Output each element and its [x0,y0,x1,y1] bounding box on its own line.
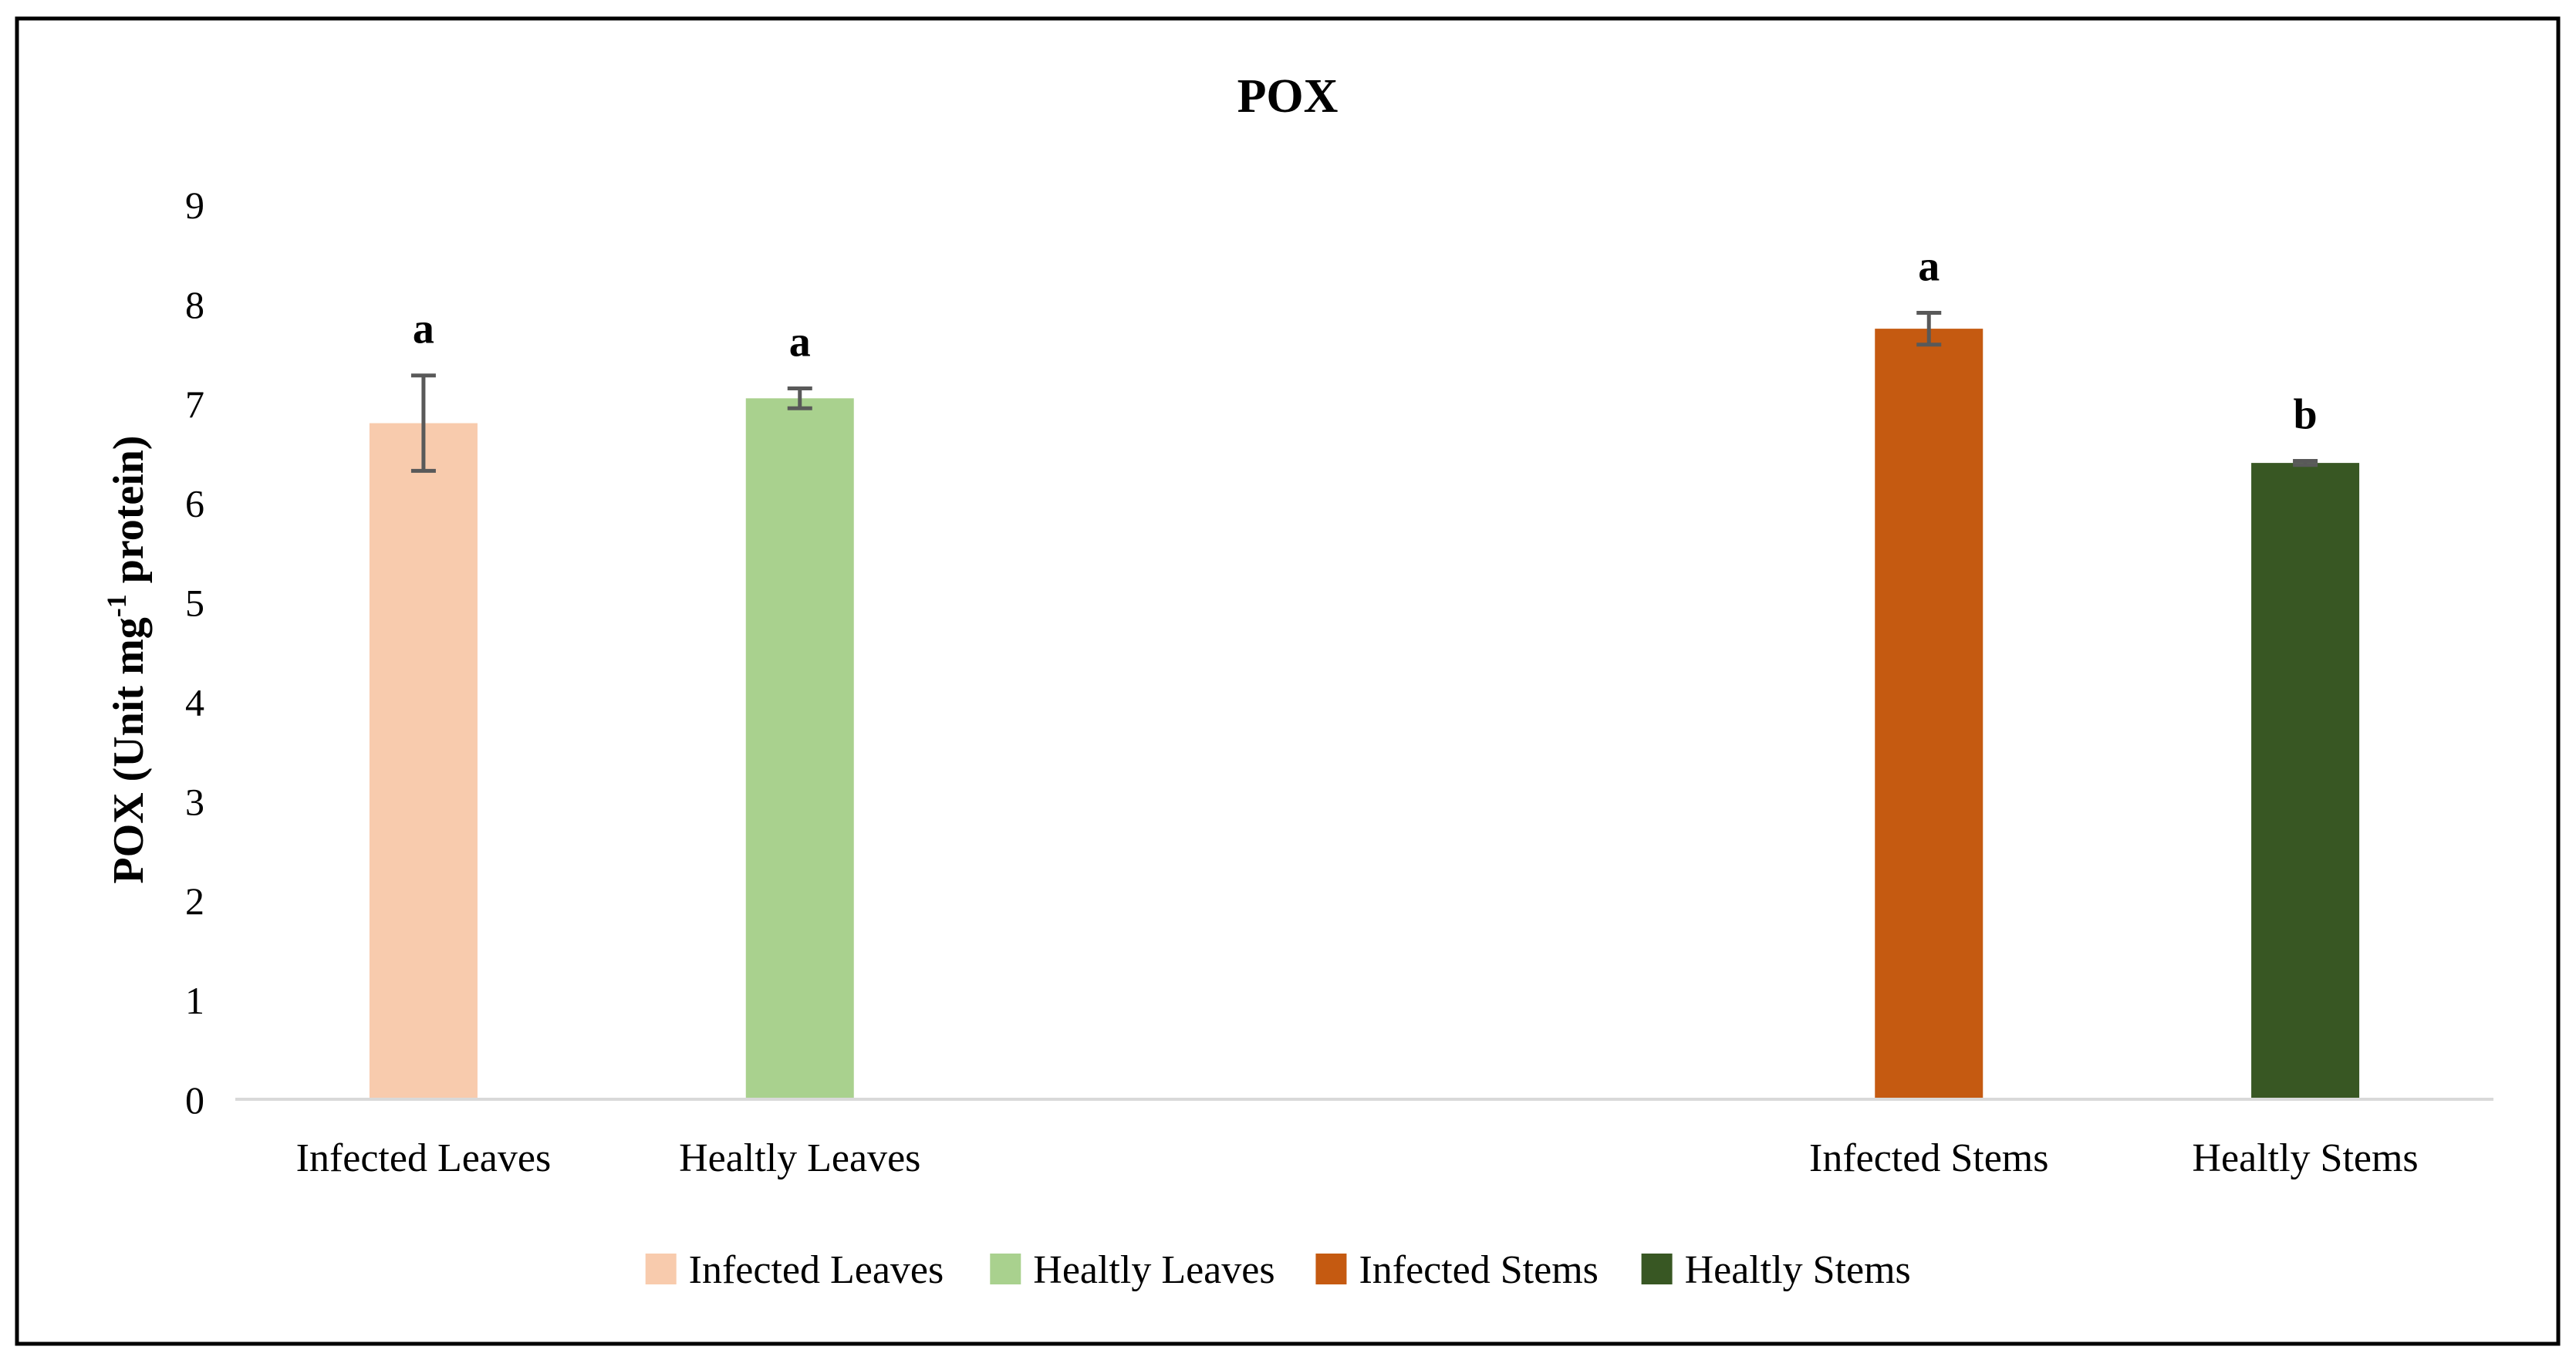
legend-label: Healtly Stems [1685,1248,1911,1292]
legend-label: Infected Stems [1359,1248,1598,1292]
y-axis-label-sup: -1 [101,594,132,617]
bar [369,423,478,1099]
y-tick-label: 5 [185,582,204,625]
y-tick-label: 7 [185,383,204,426]
bar [745,398,854,1099]
significance-letter: a [789,318,811,366]
legend-swatch [1315,1254,1347,1284]
significance-letter: a [1918,242,1940,290]
legend-swatch [645,1254,677,1284]
error-bars [410,310,2318,473]
y-axis-label: POX (Unit mg-1 protein) [101,435,153,883]
chart-title: POX [1237,70,1339,123]
legend-swatch [1641,1254,1673,1284]
y-tick-label: 9 [185,184,204,227]
y-tick-label: 0 [185,1078,204,1122]
legend-label: Healtly Leaves [1033,1248,1274,1292]
significance-letter: b [2294,391,2318,439]
y-tick-label: 8 [185,283,204,326]
significance-letters: a a a b [413,242,2318,438]
y-tick-label: 3 [185,780,204,823]
legend-swatch [990,1254,1021,1284]
bar [1875,329,1983,1100]
x-tick-label: Infected Stems [1809,1136,2048,1180]
legend: Infected Leaves Healtly Leaves Infected St… [645,1248,1911,1292]
y-axis-label-end: protein) [105,435,153,594]
x-tick-label: Infected Leaves [296,1136,552,1180]
bars [369,329,2360,1100]
y-tick-label: 6 [185,482,204,525]
y-tick-labels: 0 1 2 3 4 5 6 7 8 9 [185,184,204,1122]
y-tick-label: 2 [185,879,204,923]
y-tick-label: 1 [185,979,204,1022]
significance-letter: a [413,305,434,353]
bar [2251,463,2360,1099]
x-tick-label: Healtly Stems [2192,1136,2418,1180]
y-tick-label: 4 [185,680,204,724]
legend-label: Infected Leaves [689,1248,944,1292]
x-tick-labels: Infected Leaves Healtly Leaves Infected St… [296,1136,2419,1180]
x-tick-label: Healtly Leaves [679,1136,920,1180]
y-axis-label-main: POX (Unit mg [105,617,153,883]
